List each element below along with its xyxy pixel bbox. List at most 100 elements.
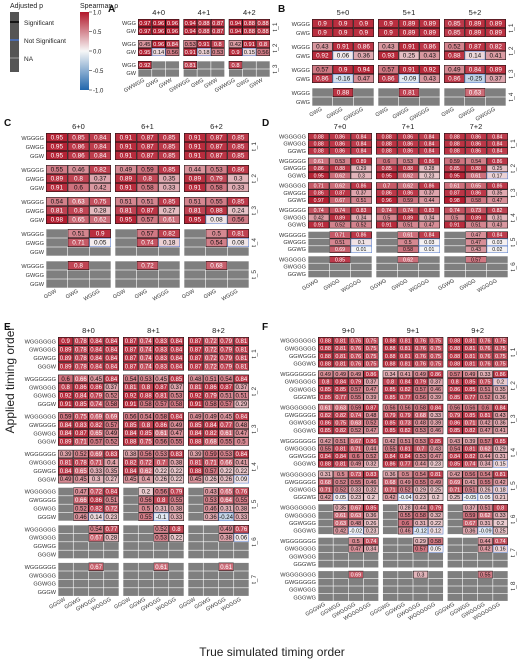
heatmap-cell (329, 214, 351, 222)
heatmap-cell (333, 511, 349, 520)
heatmap-cell (447, 504, 463, 512)
heatmap-cell (333, 593, 349, 601)
heatmap-cell (376, 256, 398, 263)
cell-value: 0.47 (357, 76, 370, 83)
cell-value: 0.82 (163, 231, 176, 238)
cell-value: 0.41 (236, 460, 248, 466)
heatmap-cell (203, 429, 219, 438)
cell-value: 0.83 (171, 452, 183, 458)
heatmap-cell (138, 353, 154, 363)
heatmap-cell (398, 552, 413, 560)
cell-value: 0.82 (489, 44, 502, 51)
cell-value: 0.36 (385, 472, 396, 478)
cell-value: 0.2 (432, 495, 440, 501)
cell-value: 0.85 (163, 167, 176, 174)
cell-value: 0.91 (120, 135, 133, 142)
heatmap-cell (58, 504, 73, 513)
heatmap-cell (67, 261, 90, 270)
cell-value: 0.25 (495, 528, 506, 534)
cell-value: 0.55 (385, 446, 396, 452)
cell-value: 0.79 (220, 348, 232, 354)
cell-value: 0.88 (403, 166, 413, 172)
cell-value: 0.62 (335, 173, 345, 179)
row-label: GGWG (288, 272, 306, 278)
cell-value: 0.79 (90, 394, 102, 400)
cell-value: 0.44 (189, 167, 202, 174)
heatmap-cell (153, 504, 169, 513)
row-label: GW (126, 50, 136, 56)
cell-value: 0.85 (430, 439, 441, 445)
heatmap-cell (350, 147, 372, 155)
heatmap-cell (58, 374, 74, 383)
cell-value: 0.4 (142, 477, 151, 483)
cell-value: 0.76 (415, 346, 426, 352)
cell-value: 0.55 (351, 395, 362, 401)
heatmap-cell (318, 411, 334, 419)
heatmap-cell (103, 525, 119, 534)
heatmap-cell (462, 470, 478, 479)
cell-value: 0.86 (232, 167, 245, 174)
block-side-label: t_2 (251, 174, 258, 183)
heatmap-cell (477, 359, 493, 368)
heatmap-cell (486, 263, 508, 271)
heatmap-cell (308, 164, 330, 172)
cell-value: 0.75 (480, 380, 491, 386)
heatmap-cell (329, 270, 351, 278)
cell-value: 0.29 (415, 487, 426, 493)
heatmap-cell (397, 519, 413, 527)
row-label: WGGGGG (279, 257, 306, 263)
heatmap-cell (444, 221, 466, 229)
heatmap-cell (485, 88, 506, 97)
heatmap-cell (46, 238, 68, 247)
heatmap-cell (153, 412, 169, 421)
cell-value: 0.77 (400, 395, 411, 401)
cell-value: 0.85 (450, 166, 460, 172)
heatmap-cell (492, 545, 508, 553)
cell-value: 0.45 (155, 377, 167, 383)
heatmap-cell (477, 485, 493, 494)
cell-value: 0.84 (424, 134, 434, 140)
cell-value: 0.58 (140, 402, 152, 408)
cell-value: 0.94 (185, 29, 197, 35)
cell-value: 0.84 (94, 144, 107, 151)
cell-value: 0.84 (75, 394, 87, 400)
heatmap-cell (418, 206, 440, 214)
heatmap-cell (168, 533, 184, 542)
cell-value: 0.81 (465, 446, 476, 452)
cell-value: 0.22 (236, 469, 248, 475)
heatmap-cell (88, 525, 104, 534)
heatmap-cell (418, 182, 440, 190)
heatmap-cell (184, 151, 206, 160)
cell-value: 0.54 (220, 377, 232, 383)
heatmap-cell (234, 550, 249, 559)
heatmap-cell (218, 429, 234, 438)
heatmap-cell (103, 374, 119, 383)
cell-value: 0.02 (492, 247, 502, 253)
cell-value: 0.33 (163, 185, 176, 192)
heatmap-cell (332, 28, 354, 37)
cell-value: 0.49 (415, 372, 426, 378)
heatmap-cell (123, 487, 138, 496)
heatmap-cell (188, 449, 204, 459)
heatmap-cell (218, 353, 234, 363)
row-label: GWG (296, 31, 310, 37)
heatmap-cell (58, 449, 74, 459)
cell-value: 0.59 (351, 405, 362, 411)
cell-value: 0.84 (469, 67, 482, 74)
block-side-label: t_6 (251, 537, 258, 546)
cell-value: 0.85 (163, 199, 176, 206)
heatmap-cell (168, 449, 184, 459)
heatmap-cell (444, 147, 466, 155)
cell-value: 0.22 (171, 536, 183, 542)
heatmap-cell (203, 458, 219, 467)
heatmap-cell (183, 69, 197, 77)
heatmap-cell (67, 142, 90, 151)
cell-value: 0.87 (125, 339, 137, 345)
cell-value: 0.71 (205, 460, 217, 466)
cell-value: 0.86 (403, 142, 413, 148)
heatmap-cell (165, 61, 180, 69)
heatmap-cell (123, 571, 138, 580)
cell-value: 0.91 (382, 223, 392, 229)
